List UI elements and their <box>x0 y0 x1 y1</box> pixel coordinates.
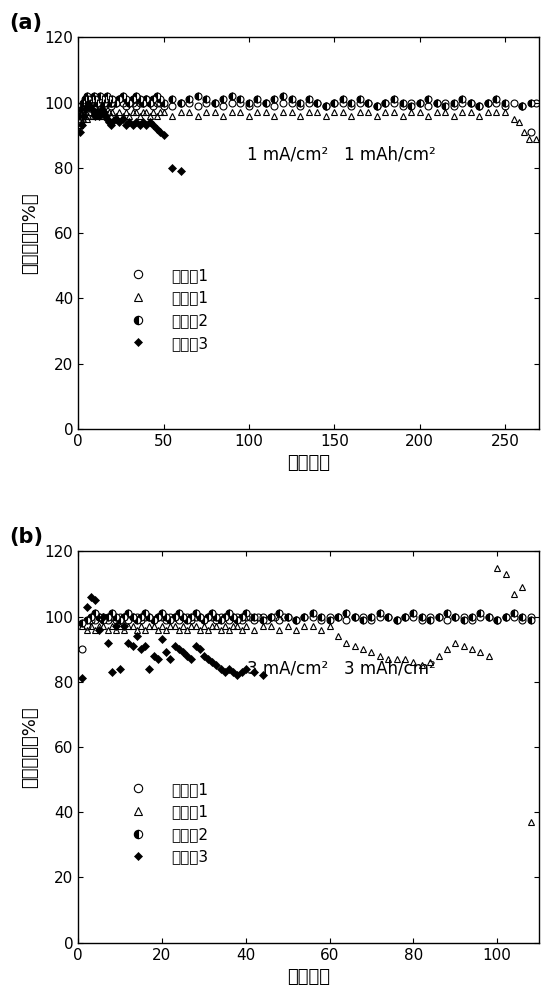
Text: (b): (b) <box>9 527 43 547</box>
X-axis label: 循环圈数: 循环圈数 <box>287 454 330 472</box>
Legend: 实施例1, 对比例1, 对比例2, 对比例3: 实施例1, 对比例1, 对比例2, 对比例3 <box>123 268 208 351</box>
Text: 1 mA/cm²   1 mAh/cm²: 1 mA/cm² 1 mAh/cm² <box>247 146 435 164</box>
Text: (a): (a) <box>9 13 42 33</box>
Legend: 实施例1, 对比例1, 对比例2, 对比例3: 实施例1, 对比例1, 对比例2, 对比例3 <box>123 782 208 865</box>
Text: 3 mA/cm²   3 mAh/cm²: 3 mA/cm² 3 mAh/cm² <box>247 660 435 678</box>
Y-axis label: 库伦效率（%）: 库伦效率（%） <box>21 192 39 274</box>
Y-axis label: 库伦效率（%）: 库伦效率（%） <box>21 706 39 788</box>
X-axis label: 循环圈数: 循环圈数 <box>287 968 330 986</box>
